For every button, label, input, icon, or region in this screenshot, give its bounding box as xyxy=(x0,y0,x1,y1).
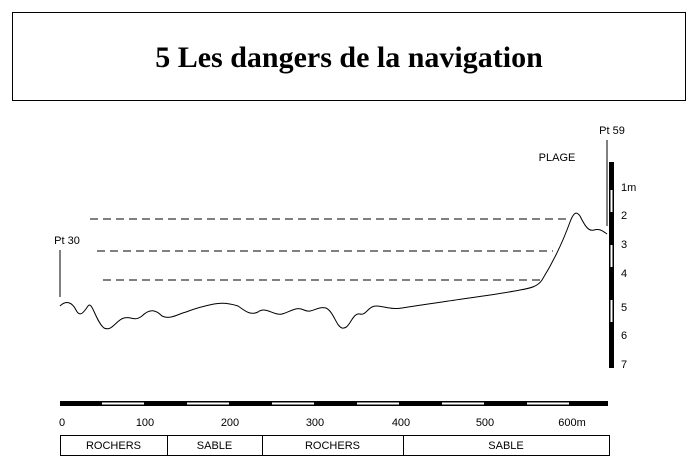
scale-segment xyxy=(102,402,144,405)
scale-segment xyxy=(187,402,229,405)
distance-label: 100 xyxy=(136,417,154,429)
scale-segment xyxy=(610,300,613,322)
distance-label: 500 xyxy=(476,417,494,429)
scale-bar xyxy=(60,401,608,406)
depth-label: 3 xyxy=(621,239,627,251)
depth-label: 6 xyxy=(621,330,627,342)
seabed-label: ROCHERS xyxy=(305,440,360,452)
distance-label: 600m xyxy=(558,417,586,429)
scale-segment xyxy=(357,402,399,405)
depth-lines xyxy=(90,218,570,281)
point-label: Pt 59 xyxy=(599,125,625,137)
depth-label: 5 xyxy=(621,302,627,314)
title-box xyxy=(12,12,686,101)
distance-label: 400 xyxy=(392,417,410,429)
seabed-label: SABLE xyxy=(488,440,523,452)
depth-label: 7 xyxy=(621,359,627,371)
distance-label: 0 xyxy=(59,417,65,429)
depth-label: 4 xyxy=(621,268,627,280)
scale-segment xyxy=(442,402,484,405)
distance-scale xyxy=(60,401,608,406)
point-label: Pt 30 xyxy=(54,235,80,247)
depth-label: 1m xyxy=(621,182,636,194)
scale-segment xyxy=(610,245,613,267)
distance-label: 200 xyxy=(221,417,239,429)
scale-segment xyxy=(610,190,613,212)
scale-segment xyxy=(272,402,314,405)
scale-segment xyxy=(527,402,569,405)
profile-line xyxy=(59,212,608,330)
depth-scale xyxy=(609,162,614,368)
beach-label: PLAGE xyxy=(539,152,576,164)
seabed-label: SABLE xyxy=(197,440,232,452)
seabed-label: ROCHERS xyxy=(86,440,141,452)
title: 5 Les dangers de la navigation xyxy=(155,41,543,74)
depth-label: 2 xyxy=(621,210,627,222)
seabed-cell xyxy=(403,435,610,456)
distance-label: 300 xyxy=(306,417,324,429)
